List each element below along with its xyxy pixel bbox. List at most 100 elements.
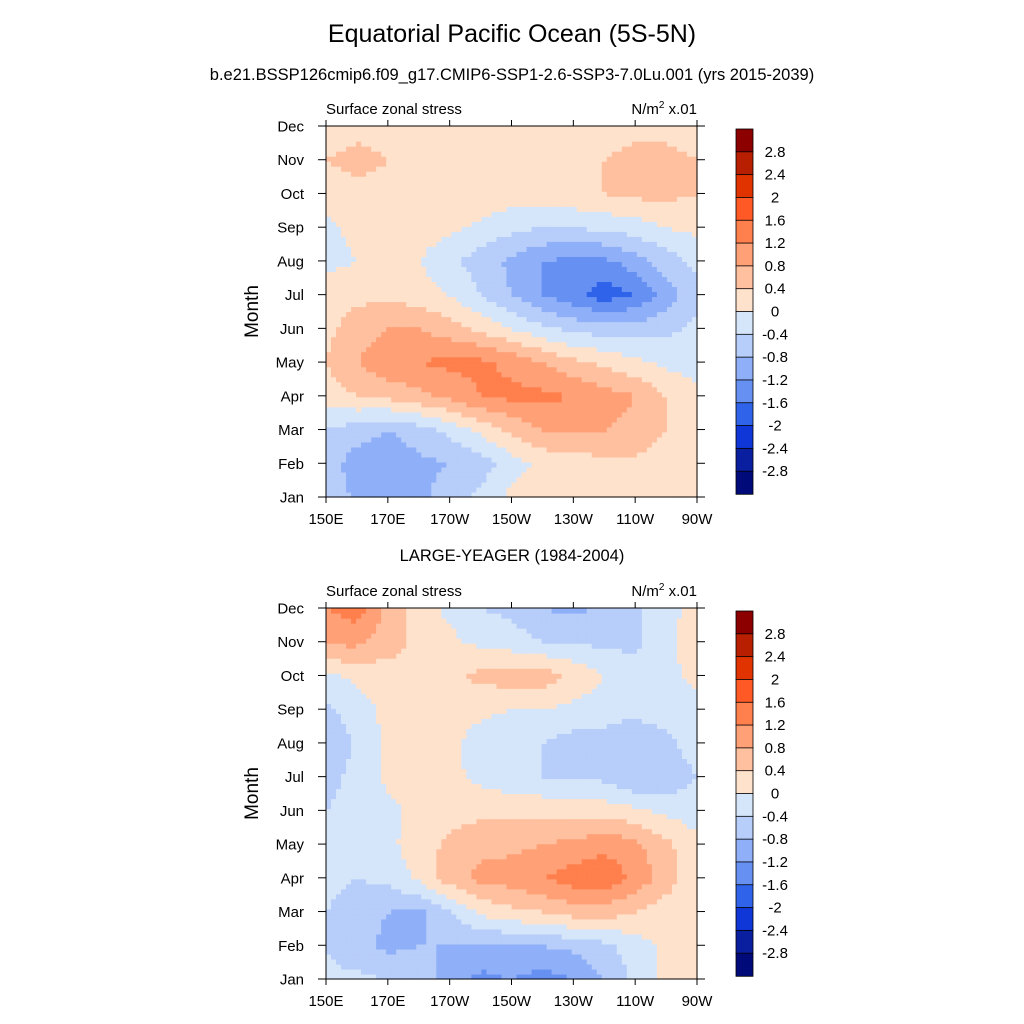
heatmap-cell bbox=[551, 246, 558, 252]
heatmap-cell bbox=[566, 196, 573, 202]
heatmap-cell bbox=[341, 311, 347, 318]
heatmap-cell bbox=[441, 481, 447, 488]
heatmap-cell bbox=[596, 461, 603, 468]
heatmap-cell bbox=[466, 191, 472, 197]
heatmap-cell bbox=[366, 441, 372, 448]
heatmap-cell bbox=[651, 476, 658, 483]
heatmap-cell bbox=[476, 156, 483, 162]
heatmap-cell bbox=[406, 471, 412, 478]
heatmap-cell bbox=[611, 221, 618, 227]
heatmap-cell bbox=[461, 456, 467, 463]
heatmap-cell bbox=[621, 196, 628, 202]
heatmap-cell bbox=[621, 166, 628, 172]
heatmap-cell bbox=[346, 321, 352, 328]
heatmap-cell bbox=[651, 366, 658, 373]
heatmap-cell bbox=[636, 321, 643, 328]
heatmap-cell bbox=[561, 266, 568, 272]
heatmap-cell bbox=[566, 351, 573, 358]
heatmap-cell bbox=[516, 481, 523, 488]
heatmap-cell bbox=[536, 241, 543, 247]
heatmap-cell bbox=[661, 251, 668, 257]
heatmap-cell bbox=[496, 446, 503, 453]
heatmap-cell bbox=[521, 366, 528, 373]
heatmap-cell bbox=[676, 401, 683, 408]
heatmap-cell bbox=[341, 356, 347, 363]
heatmap-cell bbox=[456, 211, 462, 217]
heatmap-cell bbox=[671, 231, 678, 237]
heatmap-cell bbox=[566, 356, 573, 363]
heatmap-cell bbox=[456, 361, 462, 368]
heatmap-cell bbox=[661, 411, 668, 418]
heatmap-cell bbox=[386, 301, 392, 308]
heatmap-cell bbox=[341, 161, 347, 167]
heatmap-cell bbox=[401, 296, 407, 303]
heatmap-cell bbox=[411, 411, 417, 418]
heatmap-cell bbox=[386, 251, 392, 257]
heatmap-cell bbox=[511, 426, 518, 433]
heatmap-cell bbox=[471, 316, 477, 323]
heatmap-cell bbox=[491, 196, 498, 202]
heatmap-cell bbox=[686, 376, 693, 383]
heatmap-cell bbox=[571, 296, 578, 303]
heatmap-cell bbox=[361, 461, 367, 468]
heatmap-cell bbox=[566, 166, 573, 172]
heatmap-cell bbox=[361, 361, 367, 368]
heatmap-cell bbox=[486, 246, 493, 252]
heatmap-cell bbox=[396, 191, 402, 197]
heatmap-cell bbox=[691, 336, 698, 343]
heatmap-cell bbox=[471, 481, 477, 488]
heatmap-cell bbox=[691, 386, 698, 393]
heatmap-cell bbox=[346, 351, 352, 358]
heatmap-cell bbox=[376, 421, 382, 428]
heatmap-cell bbox=[656, 326, 663, 333]
heatmap-cell bbox=[481, 326, 488, 333]
heatmap-cell bbox=[521, 191, 528, 197]
heatmap-cell bbox=[526, 436, 533, 443]
heatmap-cell bbox=[426, 416, 432, 423]
heatmap-cell bbox=[651, 256, 658, 262]
heatmap-cell bbox=[436, 316, 442, 323]
heatmap-cell bbox=[596, 386, 603, 393]
heatmap-cell bbox=[666, 316, 673, 323]
heatmap-cell bbox=[641, 246, 648, 252]
heatmap-cell bbox=[466, 326, 472, 333]
heatmap-cell bbox=[351, 396, 357, 403]
heatmap-cell bbox=[546, 171, 553, 177]
heatmap-cell bbox=[521, 301, 528, 308]
heatmap-cell bbox=[671, 466, 678, 473]
heatmap-cell bbox=[331, 191, 337, 197]
heatmap-cell bbox=[346, 296, 352, 303]
heatmap-cell bbox=[346, 391, 352, 398]
heatmap-cell bbox=[346, 341, 352, 348]
heatmap-cell bbox=[616, 466, 623, 473]
heatmap-cell bbox=[531, 491, 538, 498]
heatmap-cell bbox=[611, 166, 618, 172]
heatmap-cell bbox=[476, 221, 483, 227]
heatmap-cell bbox=[586, 371, 593, 378]
heatmap-cell bbox=[681, 386, 688, 393]
heatmap-cell bbox=[356, 251, 362, 257]
heatmap-cell bbox=[461, 276, 467, 283]
heatmap-cell bbox=[406, 286, 412, 293]
heatmap-cell bbox=[356, 401, 362, 408]
heatmap-cell bbox=[466, 276, 472, 283]
heatmap-cell bbox=[531, 306, 538, 313]
heatmap-cell bbox=[571, 396, 578, 403]
heatmap-cell bbox=[346, 476, 352, 483]
heatmap-cell bbox=[366, 291, 372, 298]
heatmap-cell bbox=[661, 301, 668, 308]
heatmap-cell bbox=[431, 481, 437, 488]
heatmap-cell bbox=[606, 181, 613, 187]
heatmap-cell bbox=[561, 246, 568, 252]
heatmap-cell bbox=[616, 391, 623, 398]
heatmap-cell bbox=[611, 396, 618, 403]
heatmap-cell bbox=[356, 256, 362, 262]
heatmap-cell bbox=[361, 326, 367, 333]
heatmap-cell bbox=[461, 231, 467, 237]
heatmap-cell bbox=[531, 216, 538, 222]
heatmap-cell bbox=[631, 226, 638, 232]
heatmap-cell bbox=[581, 376, 588, 383]
heatmap-cell bbox=[476, 391, 483, 398]
heatmap-cell bbox=[676, 186, 683, 192]
heatmap-cell bbox=[531, 191, 538, 197]
